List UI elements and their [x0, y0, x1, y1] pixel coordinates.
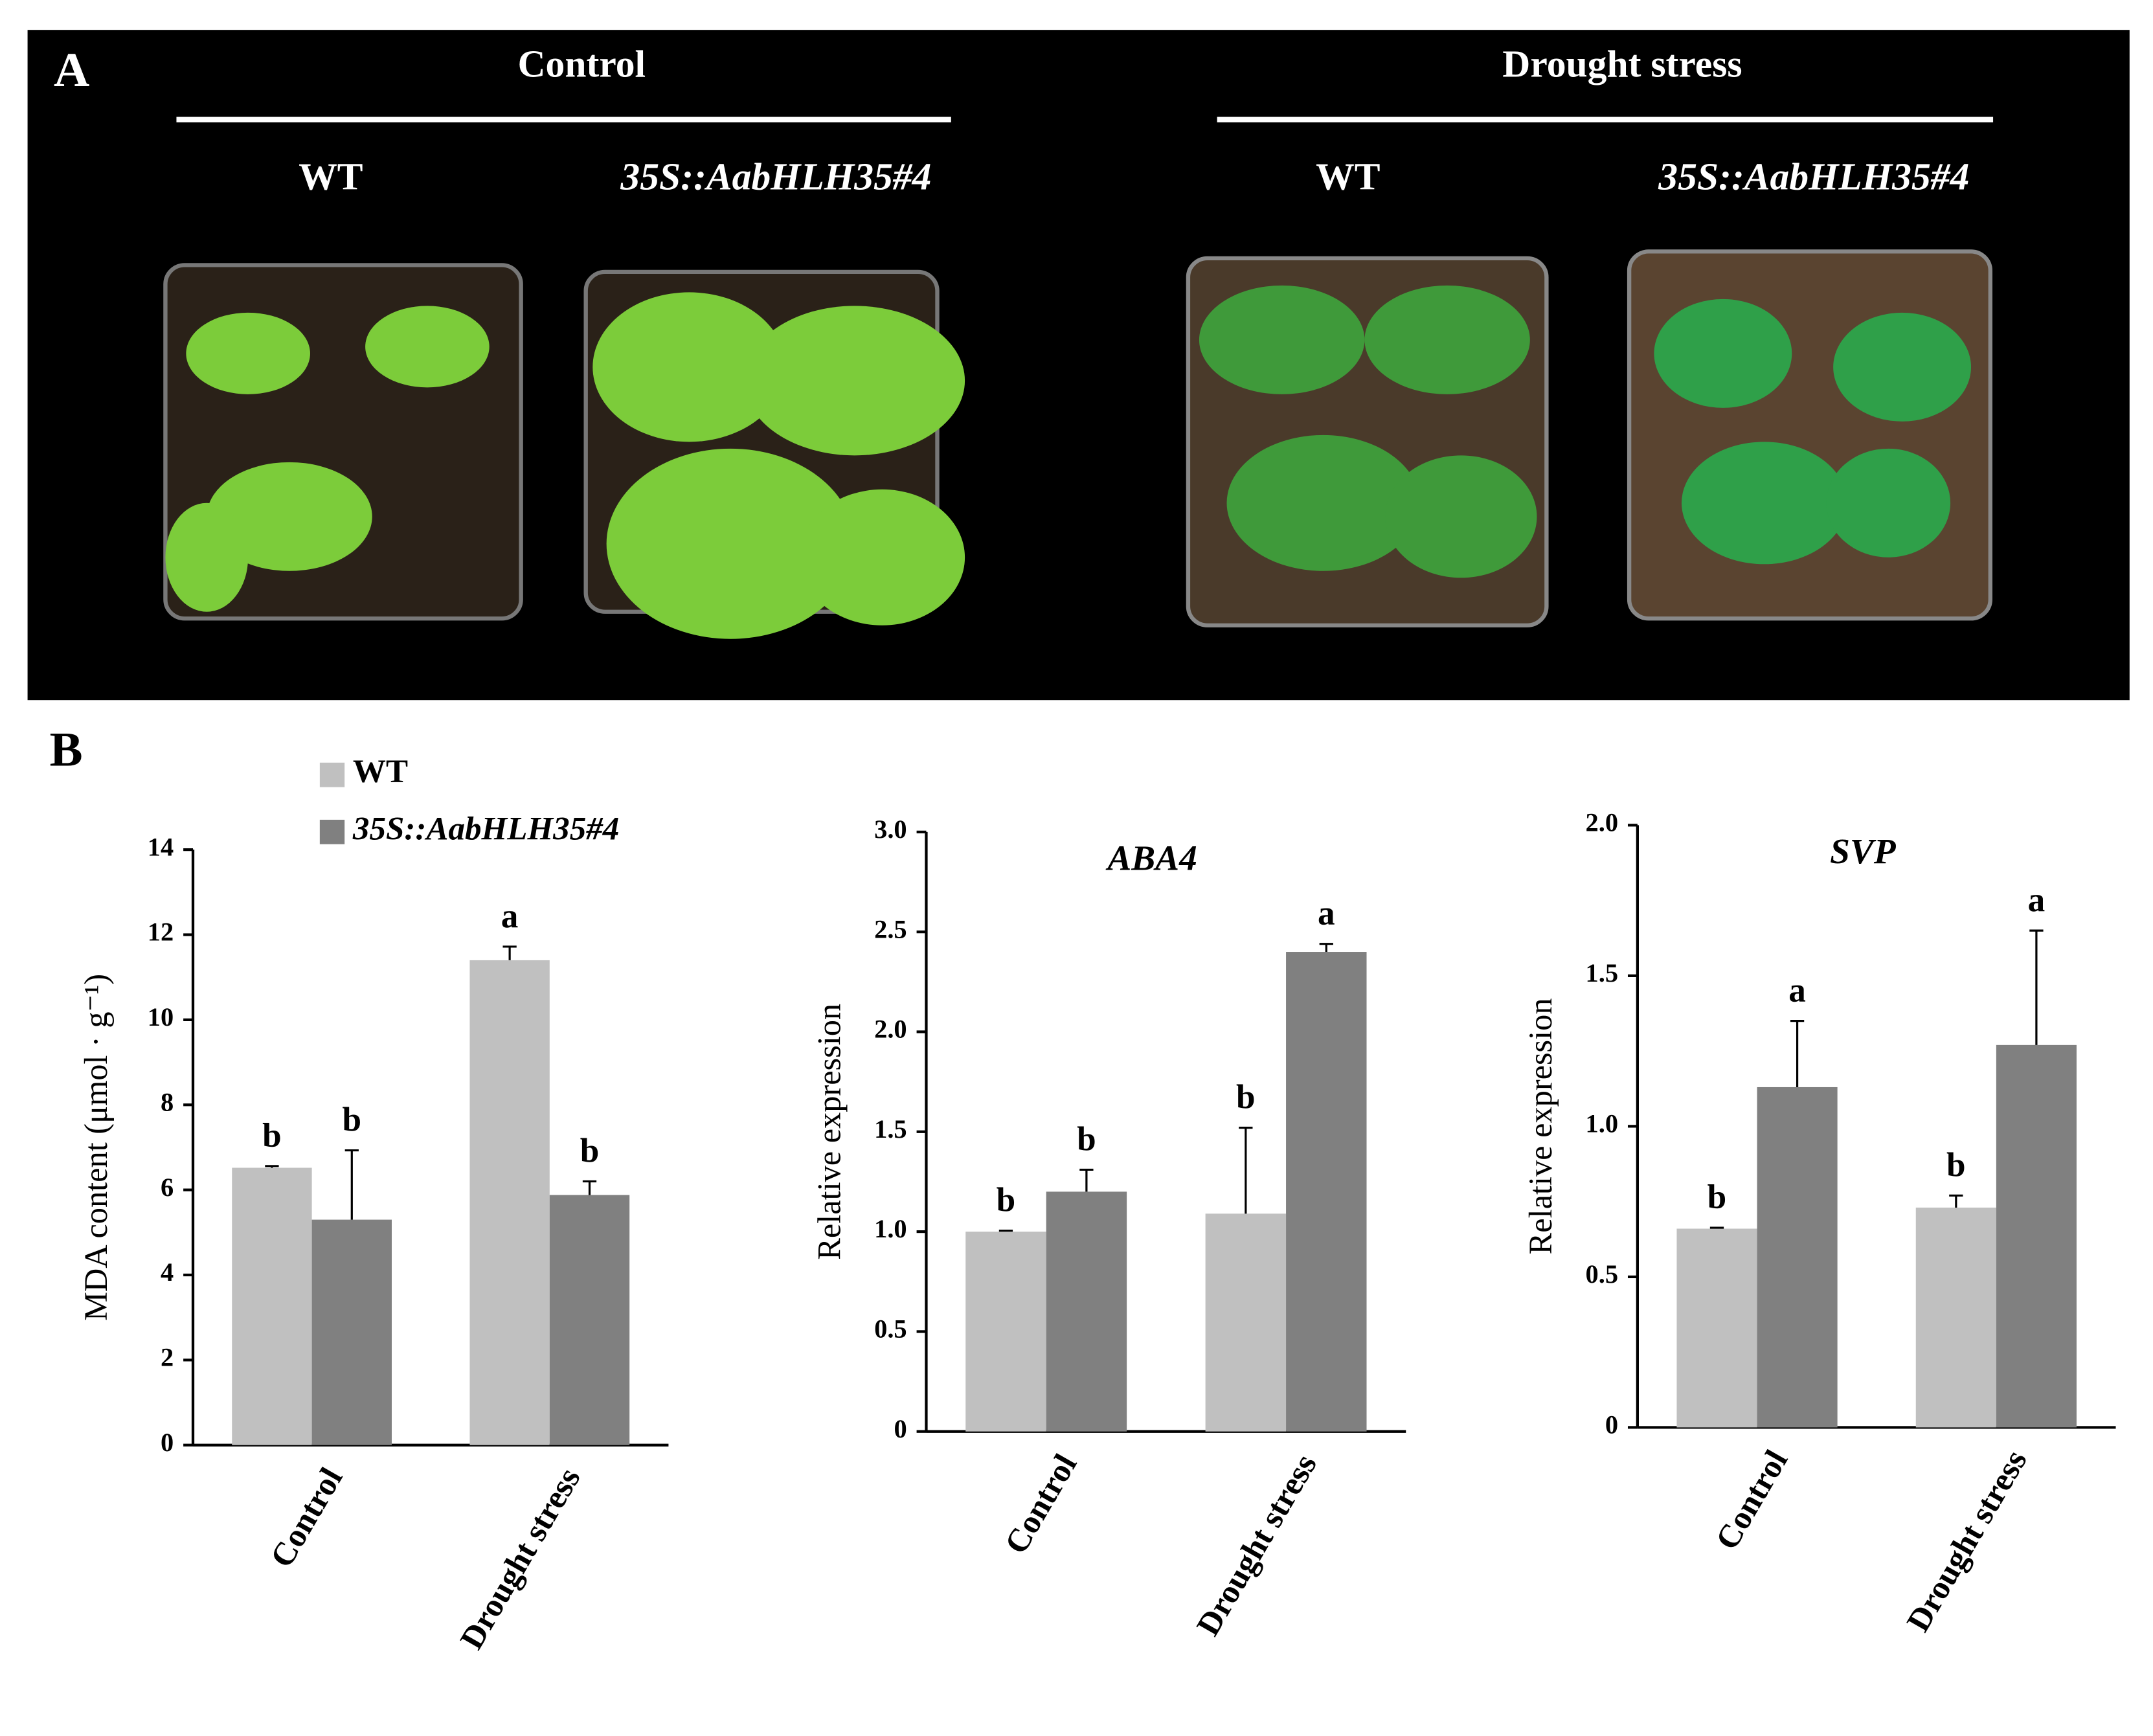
y-tick-label: 12 [148, 918, 174, 947]
y-tick-label: 2.0 [874, 1015, 907, 1044]
plant-photos [163, 249, 1993, 639]
y-axis-label: Relative expression [811, 1004, 847, 1260]
panel-label: A [54, 43, 89, 96]
error-bar [1239, 1127, 1253, 1214]
y-tick-label: 1.0 [874, 1215, 907, 1244]
x-tick-label: Drought stress [1899, 1444, 2033, 1638]
chart-title: ABA4 [1105, 839, 1197, 878]
significance-letter: a [1318, 895, 1335, 932]
x-tick-label: Control [1708, 1444, 1794, 1555]
y-tick-label: 0.5 [874, 1314, 907, 1344]
significance-letter: b [1077, 1121, 1096, 1158]
significance-letter: a [1788, 972, 1806, 1009]
bar [1676, 1228, 1757, 1428]
bar [1757, 1087, 1838, 1428]
y-tick-label: 1.5 [874, 1114, 907, 1144]
significance-letter: b [1708, 1178, 1727, 1216]
y-tick-label: 2.5 [874, 915, 907, 944]
error-bar [1790, 1020, 1805, 1087]
y-tick-label: 0 [1605, 1410, 1618, 1439]
legend-swatch [319, 819, 345, 844]
error-bar [502, 945, 517, 960]
error-bar [265, 1165, 279, 1168]
panel-a [27, 30, 2130, 701]
y-axis-label: MDA content (μmol · g⁻¹) [78, 974, 114, 1321]
y-axis-label: Relative expression [1522, 998, 1559, 1254]
error-bar [344, 1149, 359, 1220]
column-title: WT [1316, 155, 1380, 198]
x-tick-label: Drought stress [453, 1461, 587, 1655]
error-bar [1079, 1168, 1094, 1192]
y-tick-label: 14 [148, 833, 174, 862]
legend-label: WT [353, 754, 408, 790]
y-tick-label: 2.0 [1586, 808, 1619, 837]
legend-swatch [319, 762, 345, 787]
significance-letter: b [580, 1133, 600, 1170]
y-tick-label: 2 [161, 1343, 174, 1372]
bar [549, 1195, 630, 1445]
significance-letter: b [1946, 1147, 1966, 1184]
error-bar [998, 1229, 1013, 1232]
bar [1286, 952, 1367, 1432]
y-tick-label: 8 [161, 1088, 174, 1117]
bar [232, 1167, 312, 1445]
bar [469, 960, 550, 1445]
chart-title: SVP [1830, 831, 1896, 871]
significance-letter: a [501, 897, 519, 935]
bar [1205, 1213, 1287, 1432]
y-tick-label: 10 [148, 1002, 174, 1031]
y-tick-label: 1.5 [1586, 958, 1619, 987]
y-tick-label: 0 [161, 1428, 174, 1457]
y-tick-label: 6 [161, 1173, 174, 1202]
y-tick-label: 4 [161, 1257, 174, 1287]
y-tick-label: 3.0 [874, 815, 907, 844]
significance-letter: b [343, 1101, 362, 1139]
bar [1046, 1191, 1127, 1432]
bar [311, 1219, 392, 1445]
significance-letter: b [1236, 1079, 1256, 1116]
group-title: Drought stress [1502, 43, 1742, 85]
significance-letter: a [2028, 881, 2046, 919]
bar [1996, 1044, 2077, 1428]
bar [965, 1232, 1046, 1432]
column-title: WT [299, 155, 363, 198]
pot [1627, 249, 1993, 621]
x-tick-label: Control [263, 1461, 349, 1573]
x-tick-label: Control [997, 1448, 1083, 1559]
column-title: 35S::AabHLH35#4 [620, 155, 931, 198]
y-tick-label: 1.0 [1586, 1109, 1619, 1138]
significance-letter: b [997, 1182, 1016, 1219]
error-bar [2029, 929, 2044, 1045]
column-title: 35S::AabHLH35#4 [1658, 155, 1969, 198]
y-tick-label: 0 [894, 1414, 907, 1443]
error-bar [1949, 1194, 1963, 1208]
x-tick-label: Drought stress [1189, 1448, 1324, 1641]
error-bar [1319, 943, 1333, 953]
bar [1915, 1207, 1996, 1428]
group-title: Control [518, 43, 646, 85]
significance-letter: b [262, 1117, 282, 1155]
panel-label: B [50, 723, 83, 776]
legend-label: 35S::AabHLH35#4 [352, 811, 619, 847]
error-bar [582, 1180, 597, 1195]
y-tick-label: 0.5 [1586, 1259, 1619, 1289]
